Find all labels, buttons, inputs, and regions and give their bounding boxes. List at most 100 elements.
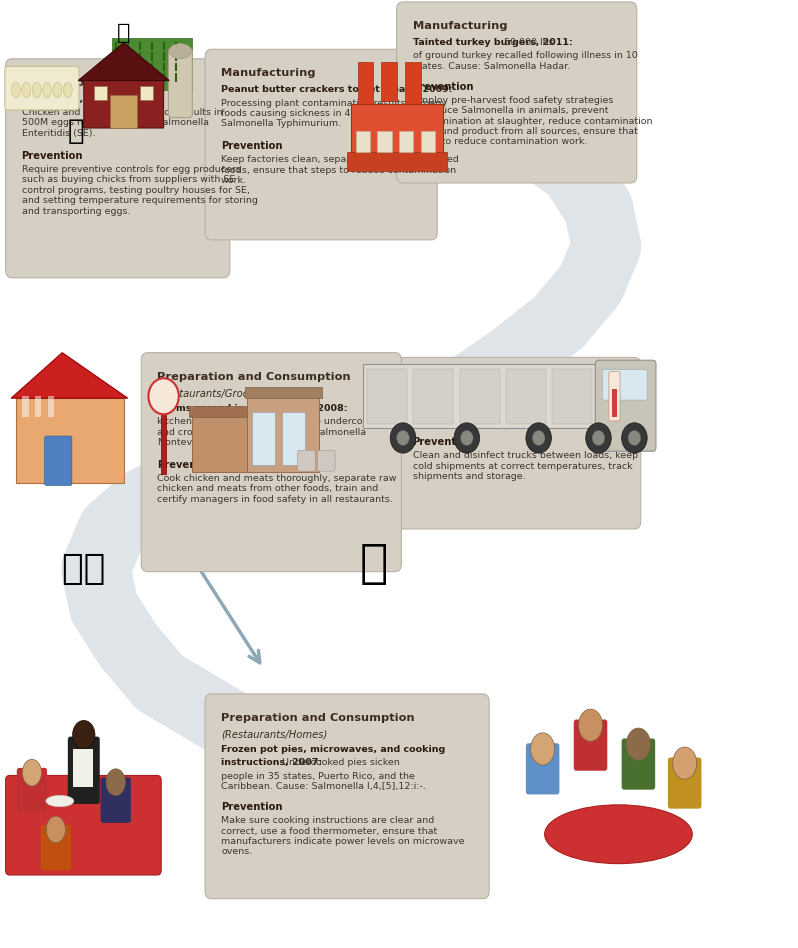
FancyBboxPatch shape	[112, 38, 192, 90]
Text: Prevention: Prevention	[413, 437, 474, 447]
FancyBboxPatch shape	[595, 360, 656, 451]
FancyBboxPatch shape	[192, 415, 251, 472]
Ellipse shape	[628, 430, 641, 446]
Text: (Restaurants/Homes): (Restaurants/Homes)	[221, 730, 327, 740]
Text: 👨‍🍳: 👨‍🍳	[62, 552, 105, 586]
Text: Poor: Poor	[260, 404, 284, 412]
Ellipse shape	[460, 430, 473, 446]
Ellipse shape	[406, 115, 421, 128]
Text: Prevention: Prevention	[221, 802, 282, 812]
FancyBboxPatch shape	[168, 48, 192, 118]
Text: instructions, 2007:: instructions, 2007:	[221, 758, 322, 767]
FancyBboxPatch shape	[245, 387, 322, 398]
FancyBboxPatch shape	[68, 737, 100, 804]
Text: Prevention: Prevention	[413, 82, 474, 92]
Polygon shape	[84, 52, 164, 128]
FancyBboxPatch shape	[282, 412, 305, 465]
FancyBboxPatch shape	[397, 357, 641, 529]
Ellipse shape	[526, 423, 551, 453]
Text: Preparation and Consumption: Preparation and Consumption	[157, 372, 351, 382]
FancyBboxPatch shape	[141, 353, 401, 572]
Ellipse shape	[622, 423, 647, 453]
FancyBboxPatch shape	[6, 59, 230, 278]
FancyBboxPatch shape	[399, 131, 413, 152]
FancyBboxPatch shape	[35, 396, 41, 417]
FancyBboxPatch shape	[347, 152, 447, 171]
Text: Make sure cooking instructions are clear and
correct, use a food thermometer, en: Make sure cooking instructions are clear…	[221, 816, 464, 856]
FancyBboxPatch shape	[363, 364, 614, 428]
Text: 50,000 lbs: 50,000 lbs	[500, 38, 553, 46]
FancyBboxPatch shape	[381, 62, 397, 101]
FancyBboxPatch shape	[41, 825, 71, 870]
Text: Manufacturing: Manufacturing	[413, 21, 507, 31]
FancyBboxPatch shape	[298, 450, 315, 471]
Ellipse shape	[626, 728, 650, 760]
Ellipse shape	[358, 120, 373, 134]
Text: Clean and disinfect trucks between loads, keep
cold shipments at correct tempera: Clean and disinfect trucks between loads…	[413, 451, 638, 481]
Ellipse shape	[64, 82, 72, 98]
Ellipse shape	[148, 378, 179, 414]
FancyBboxPatch shape	[22, 396, 29, 417]
Text: (Restaurants/Grocery stores): (Restaurants/Grocery stores)	[157, 389, 302, 399]
FancyBboxPatch shape	[101, 777, 131, 823]
Ellipse shape	[169, 44, 192, 59]
Ellipse shape	[358, 132, 373, 145]
Text: 🛒: 🛒	[359, 541, 388, 587]
Ellipse shape	[22, 759, 41, 786]
Ellipse shape	[397, 430, 409, 446]
Polygon shape	[11, 353, 128, 398]
Ellipse shape	[32, 82, 41, 98]
Text: 🐔: 🐔	[68, 117, 84, 145]
FancyBboxPatch shape	[413, 369, 453, 424]
Text: Undercooked pies sicken: Undercooked pies sicken	[279, 758, 400, 767]
Text: Contaminated ice cream, 1994:: Contaminated ice cream, 1994:	[413, 393, 579, 402]
FancyBboxPatch shape	[73, 749, 93, 787]
Text: Processing plant contamination results in many
foods causing sickness in 46 stat: Processing plant contamination results i…	[221, 99, 447, 128]
Text: Prevention: Prevention	[22, 151, 83, 161]
Ellipse shape	[673, 747, 697, 779]
FancyBboxPatch shape	[367, 369, 407, 424]
Ellipse shape	[454, 423, 480, 453]
FancyBboxPatch shape	[609, 372, 620, 421]
FancyBboxPatch shape	[247, 396, 319, 472]
Ellipse shape	[46, 816, 65, 843]
Ellipse shape	[106, 769, 125, 795]
FancyBboxPatch shape	[602, 370, 647, 400]
Text: Tainted turkey burgers, 2011:: Tainted turkey burgers, 2011:	[413, 38, 572, 46]
FancyBboxPatch shape	[45, 436, 72, 485]
Text: Require preventive controls for egg producers
such as buying chicks from supplie: Require preventive controls for egg prod…	[22, 165, 258, 215]
FancyBboxPatch shape	[110, 95, 137, 128]
Ellipse shape	[11, 82, 21, 98]
Ellipse shape	[592, 430, 605, 446]
Text: Prevention: Prevention	[157, 460, 219, 470]
Text: kitchen practices cause food to be undercooked
and cross-contaminated. Cause: Sa: kitchen practices cause food to be under…	[157, 417, 385, 447]
Text: Prevention: Prevention	[221, 141, 282, 152]
FancyBboxPatch shape	[351, 104, 443, 156]
FancyBboxPatch shape	[552, 369, 592, 424]
Ellipse shape	[586, 423, 611, 453]
Ellipse shape	[53, 82, 62, 98]
FancyBboxPatch shape	[189, 406, 254, 417]
FancyBboxPatch shape	[460, 369, 500, 424]
FancyBboxPatch shape	[16, 398, 124, 483]
FancyBboxPatch shape	[421, 131, 435, 152]
Ellipse shape	[390, 423, 416, 453]
FancyBboxPatch shape	[94, 86, 107, 100]
FancyBboxPatch shape	[506, 369, 546, 424]
Text: Production: Production	[22, 78, 92, 88]
Ellipse shape	[532, 430, 545, 446]
Text: Keep factories clean, separate raw and processed
foods, ensure that steps to red: Keep factories clean, separate raw and p…	[221, 155, 459, 185]
FancyBboxPatch shape	[405, 62, 421, 111]
FancyBboxPatch shape	[205, 694, 489, 899]
Ellipse shape	[42, 82, 51, 98]
FancyBboxPatch shape	[252, 412, 275, 465]
Text: people in 35 states, Puerto Rico, and the
Caribbean. Cause: Salmonella I,4,[5],1: people in 35 states, Puerto Rico, and th…	[221, 772, 426, 791]
Text: Trucks: Trucks	[500, 393, 534, 402]
FancyBboxPatch shape	[668, 757, 701, 809]
Text: Risky eggs, 2010:: Risky eggs, 2010:	[22, 95, 116, 103]
Ellipse shape	[406, 126, 421, 139]
FancyBboxPatch shape	[356, 131, 370, 152]
Ellipse shape	[531, 733, 555, 765]
FancyBboxPatch shape	[358, 62, 373, 117]
Ellipse shape	[22, 82, 30, 98]
